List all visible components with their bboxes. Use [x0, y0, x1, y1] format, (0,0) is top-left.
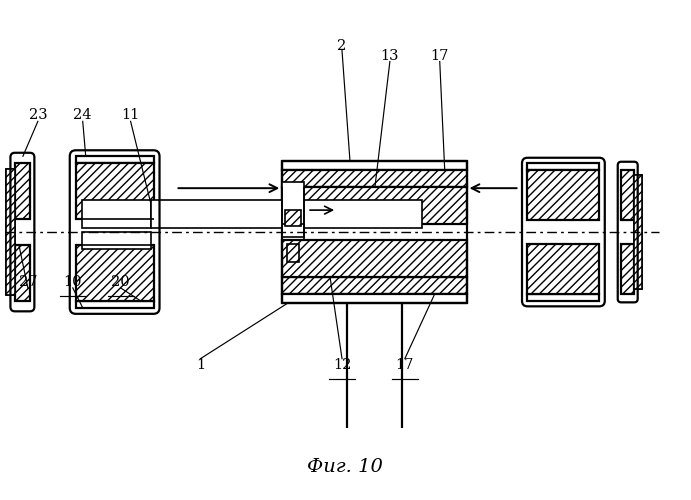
Text: Фиг. 10: Фиг. 10 [307, 458, 383, 476]
Text: 10: 10 [64, 275, 82, 289]
Bar [287, 244, 299, 262]
Bar [282, 277, 466, 294]
Text: 20: 20 [111, 275, 130, 289]
Bar [76, 156, 153, 163]
Bar [6, 169, 15, 295]
Text: 17: 17 [396, 358, 414, 372]
Bar [527, 244, 599, 294]
Text: 1: 1 [196, 358, 205, 372]
Bar [285, 210, 301, 226]
Text: 13: 13 [381, 48, 399, 62]
Bar [527, 294, 599, 301]
Bar [621, 170, 634, 220]
Text: 24: 24 [73, 108, 92, 122]
Bar [15, 245, 30, 301]
Bar [82, 200, 151, 228]
Bar [82, 232, 151, 249]
Bar [151, 200, 422, 228]
Bar [76, 301, 153, 308]
Text: 12: 12 [333, 358, 351, 372]
Bar [15, 163, 30, 219]
Bar [634, 175, 642, 289]
Text: 2: 2 [337, 38, 347, 52]
Text: 17: 17 [430, 48, 449, 62]
Bar [282, 240, 466, 277]
Bar [527, 163, 599, 170]
Bar [282, 182, 304, 237]
Text: 11: 11 [122, 108, 140, 122]
Bar [282, 161, 466, 170]
Bar [621, 244, 634, 294]
Bar [282, 170, 466, 187]
Bar [76, 245, 153, 301]
Bar [76, 163, 153, 219]
Bar [282, 187, 466, 224]
Text: 27: 27 [19, 275, 37, 289]
Bar [634, 175, 642, 289]
Bar [527, 170, 599, 220]
Bar [6, 169, 15, 295]
Text: 23: 23 [28, 108, 47, 122]
Bar [282, 294, 466, 303]
